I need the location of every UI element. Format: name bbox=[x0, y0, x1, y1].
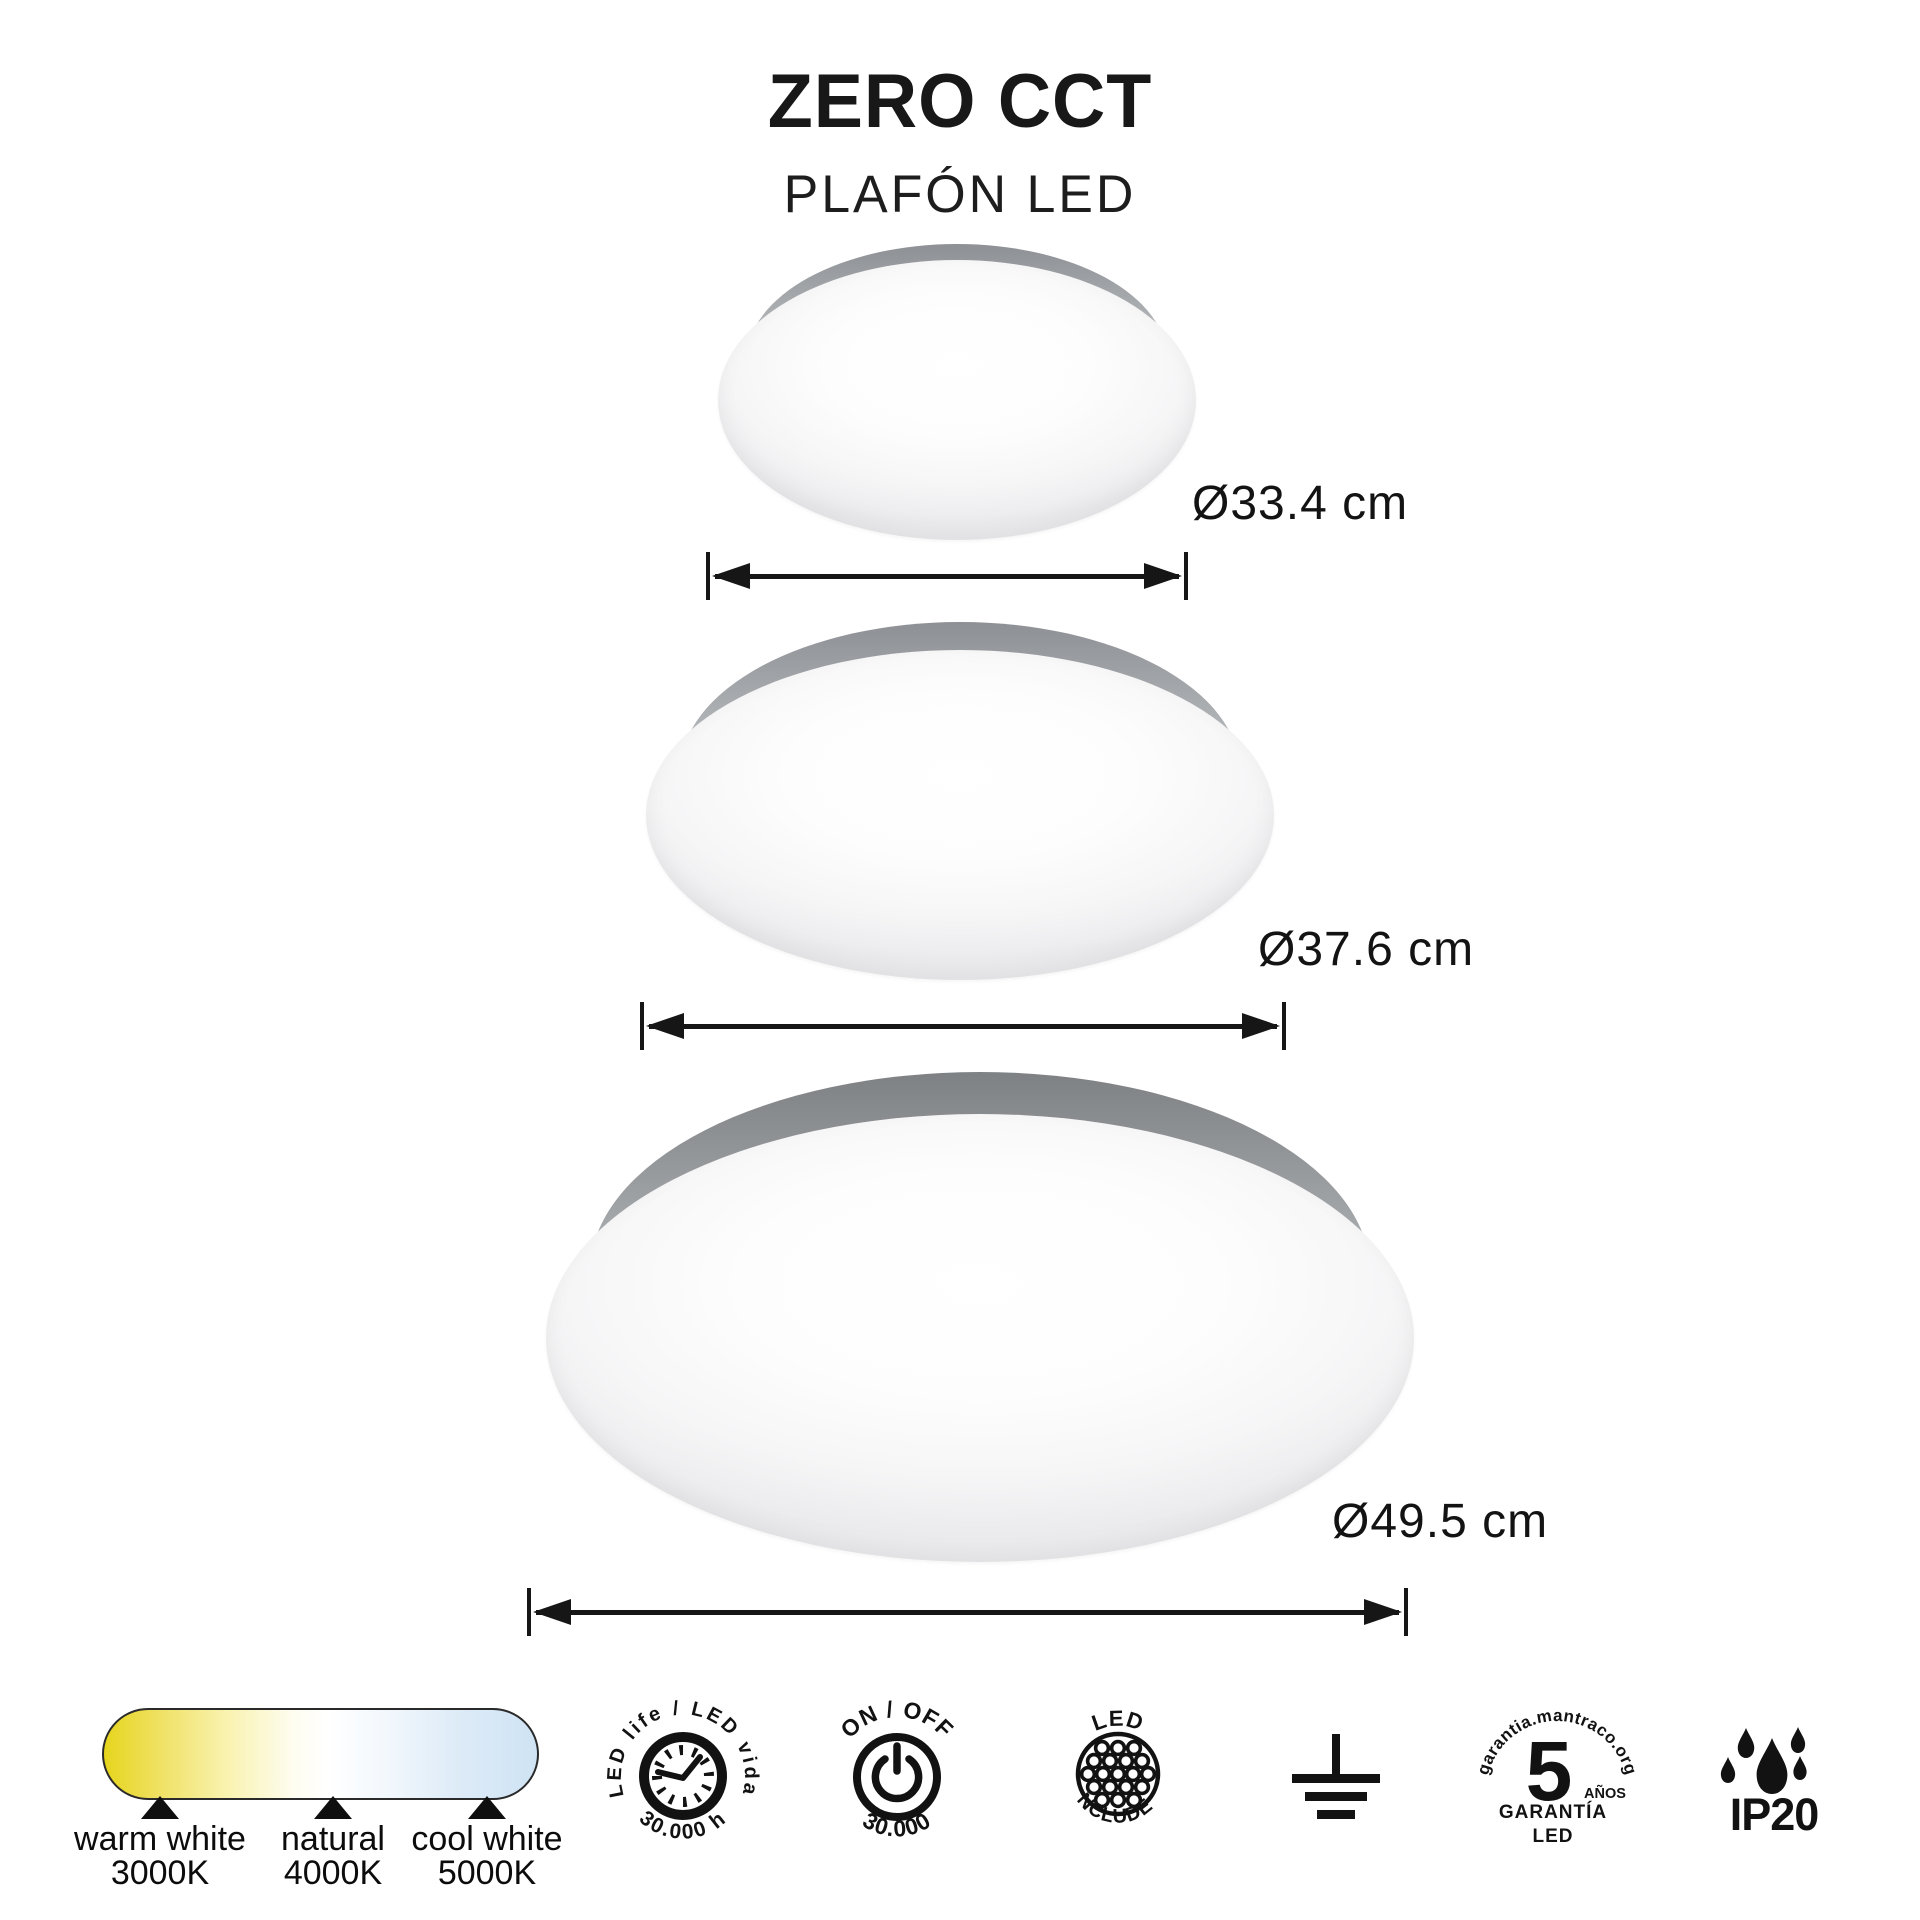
svg-text:LED: LED bbox=[1088, 1706, 1147, 1736]
lamp-diffuser bbox=[718, 260, 1196, 540]
diameter-label-small: Ø33.4 cm bbox=[1192, 477, 1409, 530]
dimension-tick bbox=[706, 552, 710, 600]
cct-marker-triangle-warm bbox=[141, 1796, 179, 1819]
dimension-arrow-large bbox=[527, 1588, 1408, 1636]
lamp-diffuser bbox=[546, 1114, 1414, 1562]
power-icon bbox=[853, 1733, 941, 1821]
dimension-tick bbox=[1282, 1002, 1286, 1050]
cct-stop-label: cool white bbox=[411, 1820, 563, 1858]
dimension-tick bbox=[1184, 552, 1188, 600]
warranty-years-unit: AÑOS bbox=[1584, 1784, 1626, 1802]
ip20-label: IP20 bbox=[1730, 1789, 1819, 1840]
diameter-label-medium: Ø37.6 cm bbox=[1258, 923, 1475, 976]
on-off-cycles-text: 30.000 bbox=[859, 1807, 935, 1842]
warranty-years-number: 5 bbox=[1526, 1724, 1573, 1818]
cct-gradient-bar bbox=[102, 1708, 539, 1800]
dimension-line bbox=[536, 1610, 1399, 1615]
cct-marker-triangle-cool bbox=[468, 1796, 506, 1819]
warranty-badge: garantia.mantraco.org 5 AÑOS GARANTÍA LE… bbox=[1473, 1706, 1640, 1847]
cct-stop-label: warm white bbox=[74, 1820, 246, 1858]
svg-text:30.000: 30.000 bbox=[859, 1807, 936, 1842]
cct-stop-kelvin: 4000K bbox=[283, 1854, 383, 1892]
ceiling-light-large bbox=[546, 1072, 1414, 1566]
led-included-top-text: LED bbox=[1088, 1706, 1146, 1736]
diameter-label-large: Ø49.5 cm bbox=[1332, 1495, 1549, 1548]
ceiling-light-medium bbox=[646, 622, 1274, 988]
lamp-diffuser bbox=[646, 650, 1274, 980]
dimension-arrow-medium bbox=[640, 1002, 1286, 1050]
earth-ground-icon bbox=[1292, 1734, 1380, 1819]
led-array-icon bbox=[1075, 1731, 1161, 1817]
ip20-rating: IP20 bbox=[1720, 1727, 1819, 1840]
dimension-tick bbox=[640, 1002, 644, 1050]
page-title: ZERO CCT bbox=[767, 59, 1153, 144]
warranty-line1: GARANTÍA bbox=[1499, 1801, 1607, 1823]
cct-stop-kelvin: 5000K bbox=[437, 1854, 537, 1892]
clock-icon bbox=[639, 1732, 727, 1820]
on-off-icon: ON / OFF 30.000 bbox=[835, 1696, 958, 1842]
cct-stop-kelvin: 3000K bbox=[110, 1854, 210, 1892]
dimension-line bbox=[715, 574, 1179, 579]
cct-marker-triangle-natural bbox=[314, 1796, 352, 1819]
page-subtitle: PLAFÓN LED bbox=[783, 165, 1137, 224]
dimension-arrow-small bbox=[706, 552, 1188, 600]
warranty-line2: LED bbox=[1533, 1826, 1574, 1847]
cct-stop-label: natural bbox=[281, 1820, 385, 1858]
led-included-icon: LED INCLUDED bbox=[1072, 1706, 1161, 1828]
ceiling-light-small bbox=[718, 244, 1196, 544]
dimension-tick bbox=[1404, 1588, 1408, 1636]
led-life-icon: LED life / LED vida 30.000 h bbox=[604, 1697, 760, 1844]
dimension-line bbox=[649, 1024, 1277, 1029]
water-drops-icon bbox=[1720, 1727, 1807, 1794]
dimension-tick bbox=[527, 1588, 531, 1636]
